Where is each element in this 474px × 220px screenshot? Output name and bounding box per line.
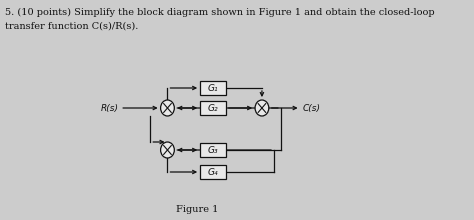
Bar xyxy=(200,165,226,179)
Bar xyxy=(200,101,226,115)
Text: G₁: G₁ xyxy=(208,84,219,92)
Bar xyxy=(200,143,226,157)
Text: G₃: G₃ xyxy=(208,145,219,154)
Circle shape xyxy=(255,100,269,116)
Text: G₄: G₄ xyxy=(208,167,219,176)
Text: C(s): C(s) xyxy=(302,103,320,112)
Text: G₂: G₂ xyxy=(208,103,219,112)
Bar xyxy=(200,81,226,95)
Text: Figure 1: Figure 1 xyxy=(176,205,219,214)
Text: 5. (10 points) Simplify the block diagram shown in Figure 1 and obtain the close: 5. (10 points) Simplify the block diagra… xyxy=(5,8,435,17)
Circle shape xyxy=(161,100,174,116)
Text: R(s): R(s) xyxy=(100,103,118,112)
Circle shape xyxy=(161,142,174,158)
Text: transfer function C(s)/R(s).: transfer function C(s)/R(s). xyxy=(5,22,138,31)
